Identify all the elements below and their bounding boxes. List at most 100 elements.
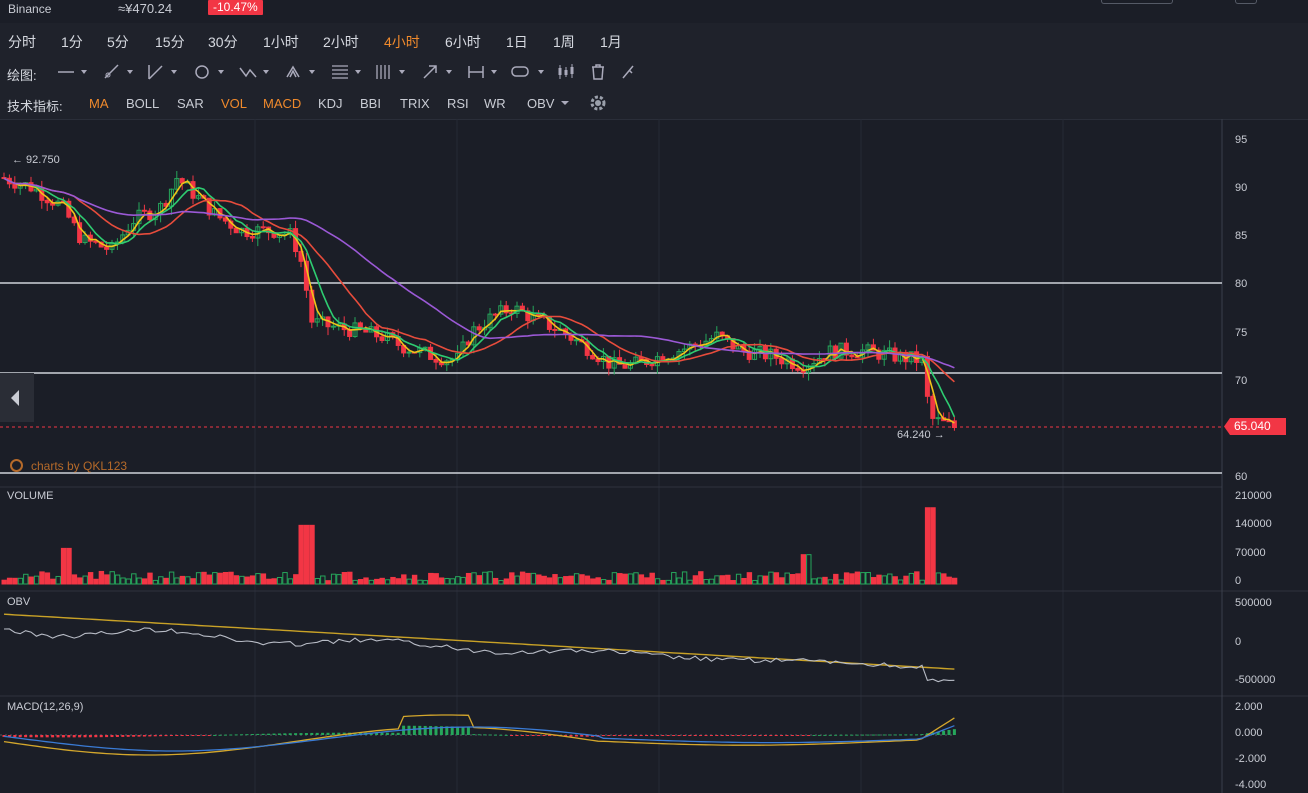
volume-bar	[838, 579, 844, 585]
timeframe-tab[interactable]: 15分	[155, 34, 185, 50]
trash-icon[interactable]	[588, 62, 608, 82]
macd-histogram-bar	[72, 735, 76, 738]
macd-histogram-bar	[240, 734, 244, 736]
volume-bar	[579, 574, 585, 585]
timeframe-tab[interactable]: 1月	[600, 34, 622, 50]
indicator-ma[interactable]: MA	[89, 96, 109, 111]
indicator-macd[interactable]: MACD	[263, 96, 302, 111]
top-dropdown[interactable]	[1101, 0, 1173, 4]
macd-histogram-bar	[175, 735, 179, 736]
volume-bar	[573, 573, 580, 585]
chart-canvas[interactable]: 95 90 85 80 75 70 60 210000 140000 70000…	[0, 119, 1308, 793]
timeframe-tab-active[interactable]: 4小时	[384, 34, 420, 50]
macd-histogram-bar	[499, 734, 503, 736]
fibonacci-icon[interactable]	[330, 62, 364, 82]
indicator-label: 技术指标:	[7, 99, 63, 114]
timeframe-tab[interactable]: 分时	[8, 34, 36, 50]
macd-histogram-bar	[121, 735, 125, 737]
macd-histogram-bar	[504, 734, 508, 736]
volume-bar	[163, 577, 169, 585]
obv-tick: 0	[1235, 636, 1241, 648]
macd-histogram-bar	[385, 732, 389, 735]
timeframe-tab[interactable]: 1日	[506, 34, 528, 50]
indicator-bar: 技术指标: MA BOLL SAR VOL MACD KDJ BBI TRIX …	[0, 87, 1308, 120]
indicator-bbi[interactable]: BBI	[360, 96, 381, 111]
macd-histogram-bar	[229, 734, 233, 736]
drawing-toolbar: 绘图:	[0, 58, 1308, 88]
macd-histogram-bar	[801, 735, 805, 736]
macd-dea-line	[3, 725, 955, 752]
macd-histogram-bar	[202, 735, 206, 736]
volume-bar	[822, 576, 828, 585]
macd-histogram-bar	[88, 735, 92, 738]
candles-icon[interactable]	[556, 62, 576, 82]
logo-icon	[10, 459, 23, 472]
gear-icon[interactable]	[589, 94, 607, 112]
volume-bar	[757, 575, 763, 585]
pitchfork-icon[interactable]	[284, 62, 318, 82]
macd-histogram-bar	[942, 730, 946, 735]
volume-bar	[687, 579, 693, 585]
indicator-sar[interactable]: SAR	[177, 96, 204, 111]
chevron-down-icon[interactable]	[560, 99, 570, 107]
volume-bar	[287, 578, 294, 585]
volume-bar	[244, 576, 250, 585]
macd-histogram-bar	[618, 735, 622, 736]
measure-icon[interactable]	[466, 62, 500, 82]
volume-bar	[730, 580, 736, 585]
trend-line-icon[interactable]	[102, 62, 136, 82]
scroll-left-button[interactable]	[0, 373, 34, 422]
volume-bar	[735, 573, 742, 585]
timeframe-tab[interactable]: 5分	[107, 34, 129, 50]
brush-icon[interactable]	[619, 62, 639, 82]
indicator-trix[interactable]: TRIX	[400, 96, 430, 111]
macd-histogram-bar	[569, 735, 573, 737]
timeframe-tab[interactable]: 2小时	[323, 34, 359, 50]
volume-bar	[849, 573, 855, 585]
volume-bar	[33, 575, 40, 585]
volume-bar	[282, 572, 288, 585]
indicator-rsi[interactable]: RSI	[447, 96, 469, 111]
macd-histogram-bar	[326, 732, 330, 735]
macd-histogram-bar	[126, 735, 130, 737]
horizontal-line-icon[interactable]	[56, 62, 90, 82]
volume-bar	[935, 572, 942, 585]
volume-bar	[633, 572, 639, 585]
timeframe-bar: 分时 1分 5分 15分 30分 1小时 2小时 4小时 6小时 1日 1周 1…	[0, 23, 1308, 59]
volume-bar	[23, 573, 29, 585]
indicator-wr[interactable]: WR	[484, 96, 506, 111]
volume-bar	[752, 579, 758, 585]
macd-histogram-bar	[110, 735, 114, 738]
timeframe-tab[interactable]: 30分	[208, 34, 238, 50]
parallel-lines-icon[interactable]	[374, 62, 408, 82]
indicator-kdj[interactable]: KDJ	[318, 96, 343, 111]
macd-histogram-bar	[774, 735, 778, 736]
indicator-boll[interactable]: BOLL	[126, 96, 160, 111]
timeframe-tab[interactable]: 1小时	[263, 34, 299, 50]
timeframe-tab[interactable]: 1周	[553, 34, 575, 50]
arrow-icon[interactable]	[421, 62, 455, 82]
indicator-vol[interactable]: VOL	[221, 96, 248, 111]
volume-bar	[249, 575, 256, 585]
macd-histogram-bar	[785, 735, 789, 736]
circle-icon[interactable]	[193, 62, 227, 82]
macd-histogram-bar	[429, 726, 433, 735]
macd-histogram-bar	[628, 735, 632, 736]
macd-histogram-bar	[936, 731, 940, 735]
volume-bar	[158, 576, 164, 585]
low-price-label: 64.240 →	[897, 429, 945, 441]
window-button[interactable]	[1235, 0, 1257, 4]
volume-bar	[876, 574, 882, 585]
volume-bar	[152, 579, 159, 585]
price-tick: 60	[1235, 471, 1247, 483]
timeframe-tab[interactable]: 6小时	[445, 34, 481, 50]
indicator-obv[interactable]: OBV	[527, 96, 555, 111]
volume-bar	[363, 577, 369, 585]
timeframe-tab[interactable]: 1分	[61, 34, 83, 50]
candle-body	[590, 354, 596, 360]
text-bubble-icon[interactable]	[510, 62, 548, 82]
ray-icon[interactable]	[146, 62, 180, 82]
zigzag-icon[interactable]	[238, 62, 272, 82]
macd-histogram-bar	[115, 735, 119, 737]
volume-bar	[811, 578, 817, 585]
